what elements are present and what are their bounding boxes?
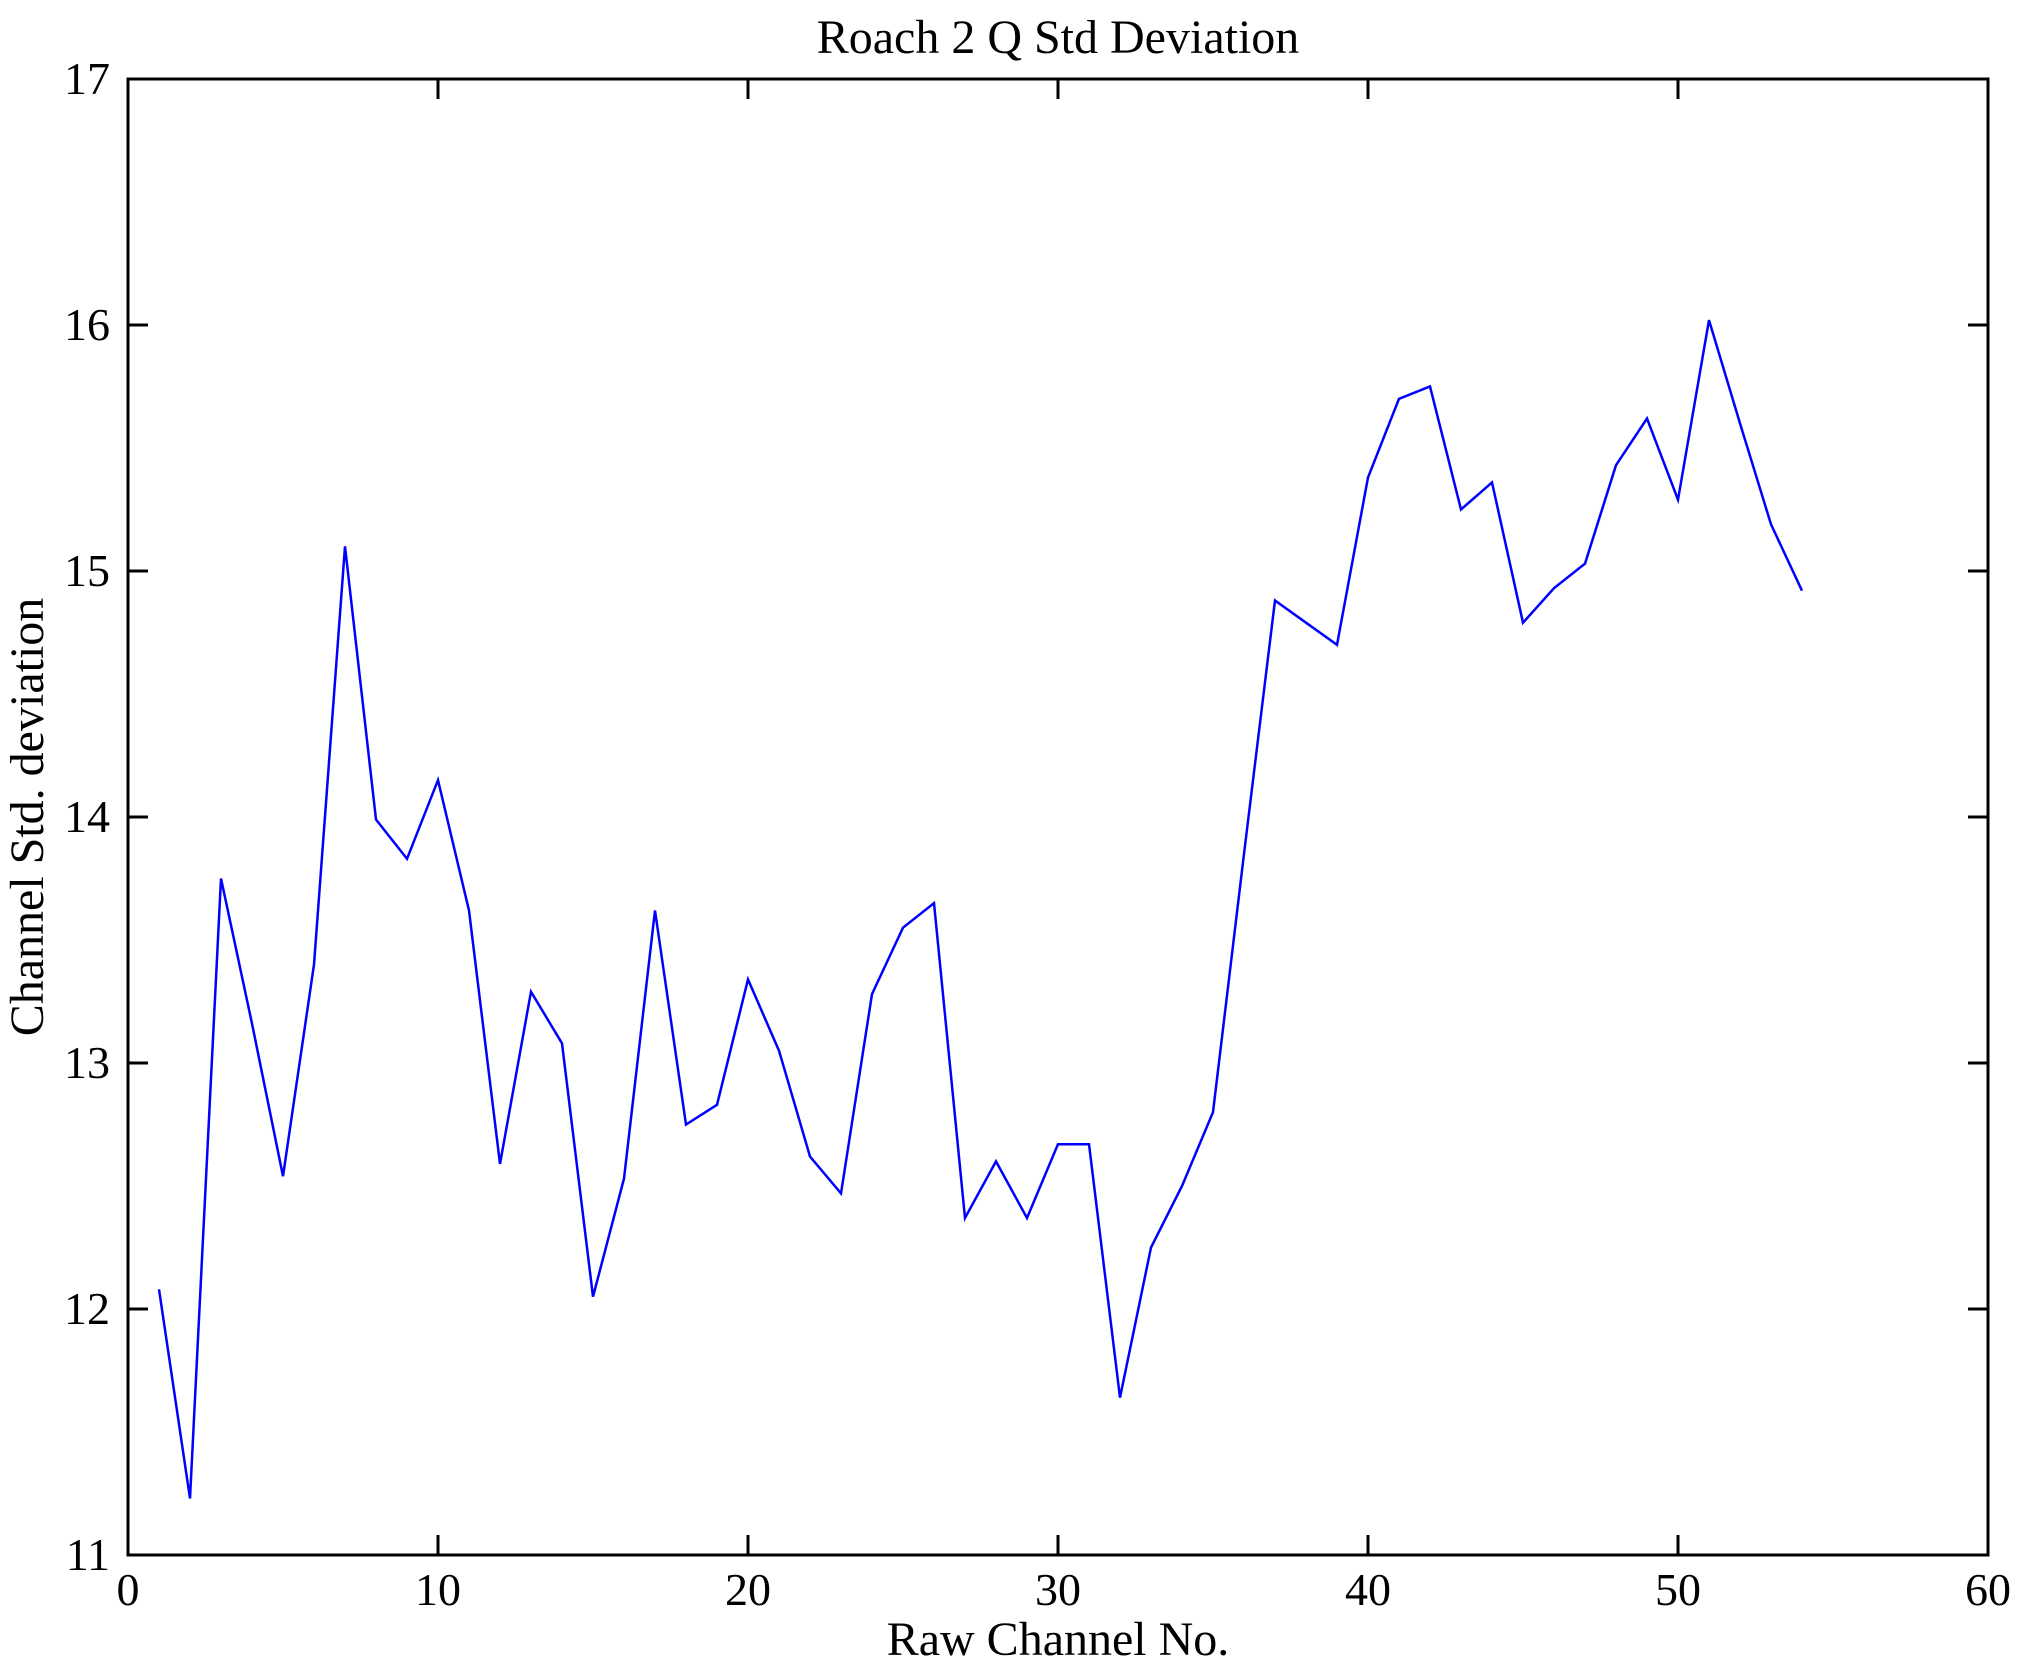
x-tick-label: 0 bbox=[116, 1564, 140, 1615]
y-tick-label: 15 bbox=[64, 545, 110, 596]
y-tick-label: 17 bbox=[64, 53, 110, 104]
chart-title: Roach 2 Q Std Deviation bbox=[816, 11, 1300, 64]
axes-box bbox=[126, 77, 1990, 1557]
data-line bbox=[157, 319, 1804, 1499]
x-tick-label: 10 bbox=[415, 1564, 461, 1615]
y-tick-label: 12 bbox=[64, 1283, 110, 1334]
y-tick-label: 16 bbox=[64, 299, 110, 350]
x-axis-label: Raw Channel No. bbox=[886, 1613, 1230, 1666]
y-tick-label: 13 bbox=[64, 1037, 110, 1088]
x-tick-label: 40 bbox=[1345, 1564, 1391, 1615]
y-tick-label: 11 bbox=[65, 1529, 110, 1580]
y-tick-label: 14 bbox=[64, 791, 110, 842]
x-tick-label: 20 bbox=[725, 1564, 771, 1615]
x-tick-label: 50 bbox=[1655, 1564, 1701, 1615]
x-tick-label: 60 bbox=[1965, 1564, 2011, 1615]
x-tick-label: 30 bbox=[1035, 1564, 1081, 1615]
